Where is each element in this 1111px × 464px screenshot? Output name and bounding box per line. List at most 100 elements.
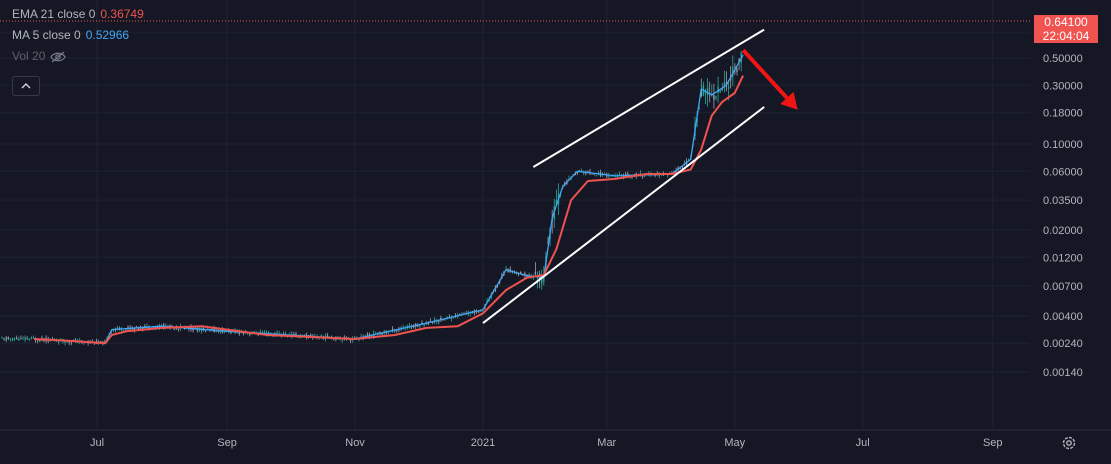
price-tick-label: 0.30000 <box>1043 80 1083 92</box>
candle-body <box>606 174 608 177</box>
upper-trendline[interactable] <box>532 28 765 168</box>
candle-body <box>555 199 558 206</box>
candle-body <box>68 341 70 343</box>
arrow-head[interactable] <box>780 91 798 110</box>
price-tick-label: 0.03500 <box>1043 195 1083 207</box>
candle-body <box>22 337 24 339</box>
candle-body <box>18 339 20 341</box>
time-tick-label: Nov <box>345 437 365 449</box>
gear-icon[interactable] <box>1060 434 1078 452</box>
time-axis[interactable]: Jul Sep Nov 2021 Mar May Jul Sep <box>90 437 1003 449</box>
candle-body <box>547 242 549 244</box>
candle-body <box>175 328 177 329</box>
candle-body <box>709 92 711 94</box>
price-tick-label: 0.50000 <box>1043 53 1083 65</box>
candle-body <box>261 332 264 334</box>
candle-body <box>127 327 129 329</box>
candle-body <box>24 337 26 340</box>
price-tick-label: 0.02000 <box>1043 225 1083 237</box>
legend-ema[interactable]: EMA 21 close 0 0.36749 <box>12 4 144 25</box>
candle-body <box>341 339 343 341</box>
candle-body <box>608 175 610 177</box>
legend-ma-name: MA 5 close 0 <box>12 28 81 42</box>
candle-body <box>7 337 9 339</box>
candle-body <box>123 330 125 332</box>
candle-body <box>593 174 595 176</box>
candle-body <box>585 172 587 174</box>
candle-body <box>366 334 369 336</box>
candle-body <box>310 334 312 336</box>
price-axis[interactable] <box>1030 0 1111 430</box>
candle-body <box>5 337 7 340</box>
candle-body <box>3 337 5 340</box>
candle-body <box>721 87 723 91</box>
candle-body <box>681 166 684 168</box>
candle-body <box>601 174 604 176</box>
candle-body <box>732 67 734 77</box>
time-tick-label: 2021 <box>471 437 495 449</box>
candle-body <box>383 330 385 333</box>
candle-body <box>417 324 419 327</box>
candle-body <box>259 332 261 333</box>
candle-body <box>28 338 30 341</box>
candle-body <box>242 332 245 334</box>
lower-trendline[interactable] <box>482 106 765 324</box>
candle-body <box>70 342 72 344</box>
candle-body <box>13 338 16 340</box>
candle-body <box>118 327 121 329</box>
price-tick-label: 0.01200 <box>1043 252 1083 264</box>
legend-ma-value: 0.52966 <box>85 28 130 42</box>
candle-body <box>249 333 251 335</box>
candle-body <box>244 332 247 334</box>
price-tick-label: 0.10000 <box>1043 139 1083 151</box>
candle-body <box>604 173 606 175</box>
candle-body <box>1 337 3 339</box>
candle-body <box>738 58 740 63</box>
arrow-shaft[interactable] <box>741 48 789 100</box>
candle-body <box>431 322 434 324</box>
candle-body <box>727 86 730 89</box>
candle-body <box>398 329 400 331</box>
candle-body <box>104 341 106 343</box>
candle-body <box>715 96 717 99</box>
candle-body <box>391 328 394 330</box>
time-tick-label: Jul <box>90 437 104 449</box>
candle-body <box>148 326 150 329</box>
collapse-legend-button[interactable] <box>12 76 40 96</box>
candle-body <box>440 317 442 320</box>
candle-body <box>706 87 709 96</box>
candle-body <box>137 328 140 330</box>
legend-ma[interactable]: MA 5 close 0 0.52966 <box>12 25 144 46</box>
candle-body <box>192 328 194 331</box>
candle-body <box>620 174 623 176</box>
candle-body <box>194 327 196 329</box>
candle-body <box>457 315 459 317</box>
candle-body <box>349 340 352 341</box>
candle-body <box>627 173 629 175</box>
candle-body <box>450 316 453 320</box>
eye-off-icon[interactable] <box>50 51 67 63</box>
last-price: 0.64100 <box>1044 15 1088 29</box>
candle-body <box>320 335 322 337</box>
candle-body <box>100 341 102 343</box>
last-price-badge: 0.64100 22:04:04 <box>1034 15 1098 43</box>
legend-ema-value: 0.36749 <box>100 7 144 21</box>
candle-body <box>438 320 440 322</box>
candle-body <box>723 82 726 87</box>
candle-body <box>589 171 591 173</box>
candle-body <box>419 324 421 327</box>
candle-body <box>20 337 22 339</box>
candle-body <box>591 173 593 175</box>
time-tick-label: Jul <box>856 437 870 449</box>
candle-body <box>719 90 721 93</box>
candle-body <box>480 310 482 312</box>
candle-body <box>618 174 621 176</box>
legend-ema-name: EMA 21 close 0 <box>12 7 96 21</box>
candle-body <box>16 338 18 340</box>
candle-body <box>93 343 96 345</box>
candle-body <box>698 108 700 109</box>
candle-body <box>9 338 12 340</box>
candle-body <box>173 328 175 330</box>
legend-vol[interactable]: Vol 20 <box>12 46 144 67</box>
